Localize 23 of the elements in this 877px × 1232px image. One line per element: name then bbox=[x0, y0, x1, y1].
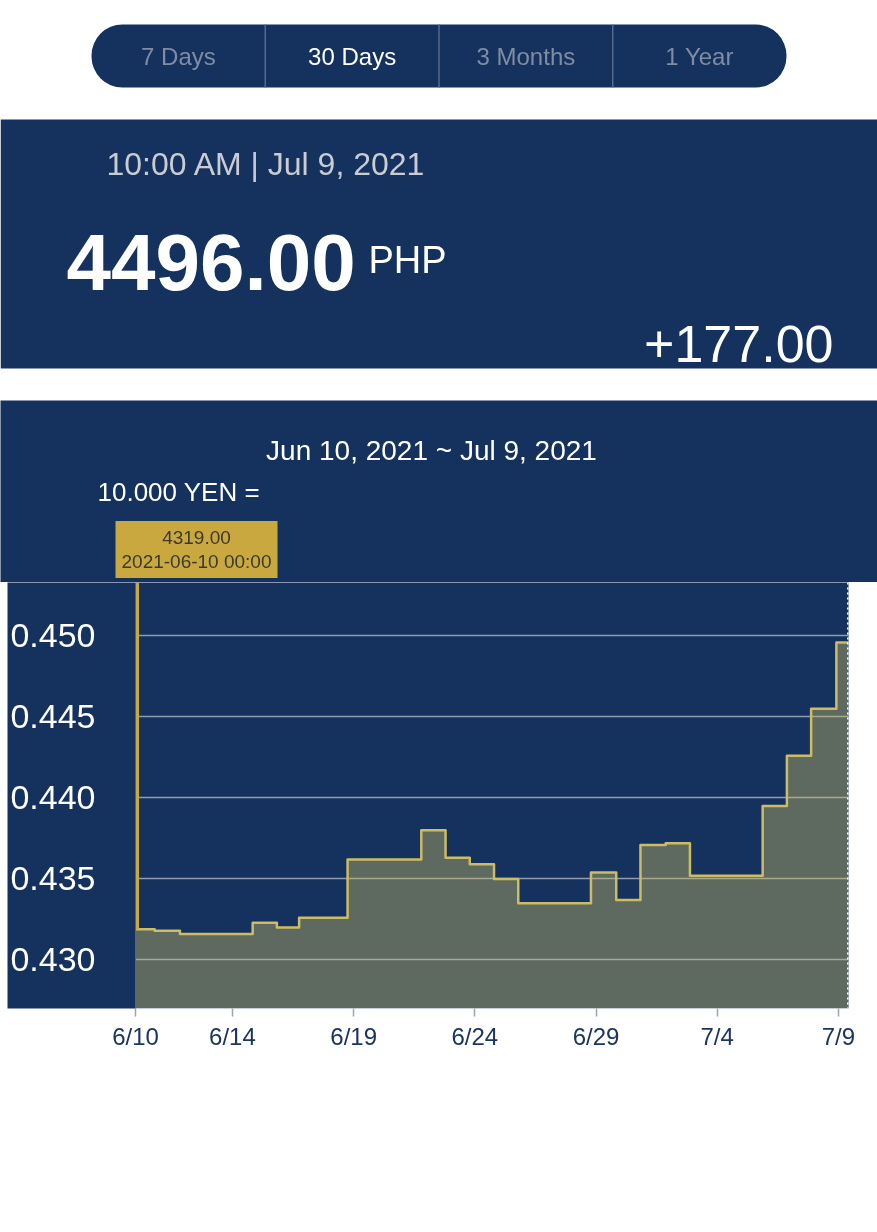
y-tick-label: 0.450 bbox=[10, 616, 96, 655]
chart-subtitle: 10:00 AM | Jul 9, 2021 bbox=[106, 145, 425, 182]
text: 30 Days bbox=[308, 43, 397, 70]
y-tick-label: 0.445 bbox=[10, 697, 96, 736]
x-tick-label: 7/9 bbox=[821, 1022, 856, 1050]
x-tick-label: 6/10 bbox=[112, 1022, 159, 1050]
text: 4496.00 bbox=[66, 218, 356, 307]
y-tick-label: 0.440 bbox=[10, 778, 96, 817]
x-tick-label: 6/29 bbox=[572, 1022, 620, 1050]
text: PHP bbox=[368, 238, 447, 281]
chart-title: Jun 10, 2021 ~ Jul 9, 2021 bbox=[266, 435, 597, 466]
x-tick-label: 6/19 bbox=[330, 1022, 377, 1050]
y-tick-label: 0.435 bbox=[10, 859, 96, 898]
x-tick-label: 6/24 bbox=[451, 1022, 499, 1050]
x-tick-label: 6/14 bbox=[209, 1022, 256, 1050]
text: +177.00 bbox=[644, 314, 834, 373]
y-axis-title: 10.000 YEN = bbox=[97, 476, 260, 507]
text: 7 Days bbox=[141, 43, 216, 70]
x-tick-label: 7/4 bbox=[700, 1022, 734, 1050]
text: 1 Year bbox=[665, 43, 734, 70]
text: 4319.00 2021-06-10 00:00 bbox=[121, 526, 272, 573]
y-tick-label: 0.430 bbox=[10, 940, 96, 979]
text: 3 Months bbox=[476, 43, 576, 70]
